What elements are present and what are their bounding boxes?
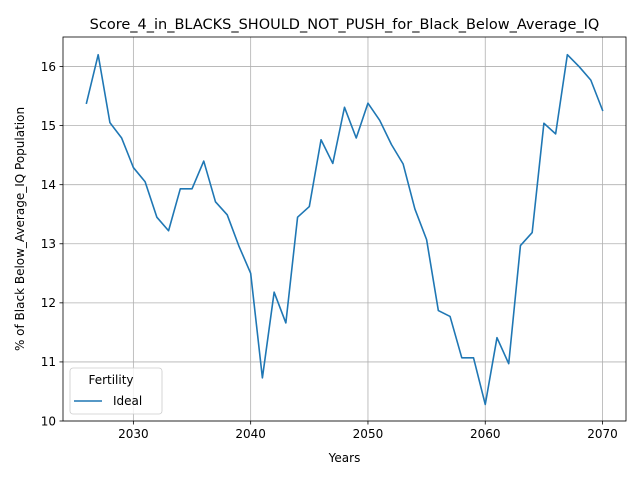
data-point	[496, 337, 498, 339]
data-point	[179, 188, 181, 190]
data-point	[402, 163, 404, 165]
legend-title: Fertility	[88, 373, 133, 387]
data-point	[355, 137, 357, 139]
data-point	[215, 201, 217, 203]
data-point	[144, 181, 146, 183]
data-point	[273, 291, 275, 293]
data-point	[508, 363, 510, 365]
x-tick-label: 2050	[353, 427, 384, 441]
data-point	[297, 216, 299, 218]
data-point	[484, 404, 486, 406]
data-point	[109, 122, 111, 124]
data-point	[285, 322, 287, 324]
data-point	[133, 167, 135, 169]
data-point	[578, 66, 580, 68]
axes-frame	[62, 36, 627, 422]
y-tick-label: 15	[41, 119, 56, 133]
data-point	[520, 245, 522, 247]
data-point	[473, 357, 475, 359]
y-axis-label: % of Black Below_Average_IQ Population	[13, 107, 27, 351]
data-point	[262, 377, 264, 379]
data-point	[309, 206, 311, 208]
data-point	[344, 107, 346, 109]
x-tick-label: 2040	[235, 427, 266, 441]
data-point	[379, 119, 381, 121]
data-point	[97, 54, 99, 56]
plot-area	[63, 37, 626, 421]
y-tick-label: 12	[41, 296, 56, 310]
data-point	[543, 122, 545, 124]
x-tick-label: 2070	[587, 427, 618, 441]
data-point	[238, 245, 240, 247]
legend-label-ideal: Ideal	[113, 394, 142, 408]
data-point	[602, 109, 604, 111]
data-point	[567, 54, 569, 56]
data-point	[391, 144, 393, 146]
data-point	[250, 273, 252, 275]
data-point	[367, 102, 369, 104]
data-point	[531, 232, 533, 234]
y-tick-label: 11	[41, 355, 56, 369]
data-point	[121, 137, 123, 139]
chart-title: Score_4_in_BLACKS_SHOULD_NOT_PUSH_for_Bl…	[90, 17, 600, 33]
grid-lines	[63, 37, 626, 422]
y-tick-label: 14	[41, 178, 56, 192]
series-lines	[85, 53, 604, 406]
data-point	[449, 316, 451, 318]
data-point	[226, 214, 228, 216]
data-point	[156, 216, 158, 218]
data-point	[332, 163, 334, 165]
data-point	[426, 239, 428, 241]
x-axis-label: Years	[328, 451, 361, 465]
legend: Fertility Ideal	[69, 367, 163, 415]
data-point	[191, 188, 193, 190]
x-tick-label: 2060	[470, 427, 501, 441]
data-point	[590, 79, 592, 81]
data-point	[320, 139, 322, 141]
x-tick-label: 2030	[118, 427, 149, 441]
x-axis-ticks: 2030 2040 2050 2060 2070	[118, 421, 618, 441]
data-point	[203, 160, 205, 162]
series-line-ideal	[85, 53, 604, 406]
data-point	[414, 208, 416, 210]
data-point	[168, 230, 170, 232]
data-point	[461, 357, 463, 359]
data-point	[555, 133, 557, 135]
y-tick-label: 13	[41, 237, 56, 251]
legend-box	[69, 367, 163, 415]
data-point	[86, 102, 88, 104]
y-tick-label: 10	[41, 414, 56, 428]
y-axis-ticks: 10 11 12 13 14 15 16	[41, 60, 63, 428]
y-tick-label: 16	[41, 60, 56, 74]
data-point	[438, 310, 440, 312]
